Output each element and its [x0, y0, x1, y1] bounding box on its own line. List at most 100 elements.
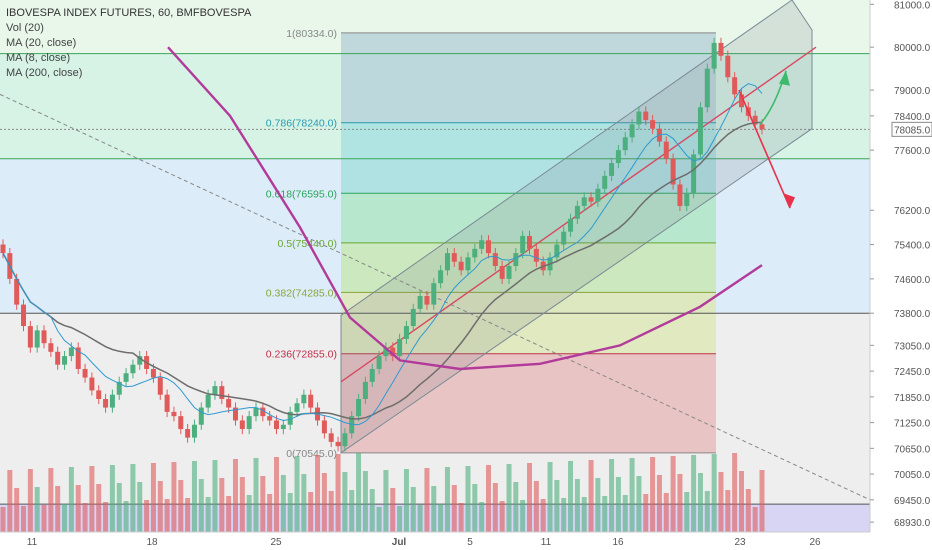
volume-bar-61 [417, 505, 423, 532]
candle-body-43 [294, 403, 300, 412]
volume-bar-93 [636, 476, 642, 532]
volume-bar-110 [752, 507, 758, 532]
fib-zone-1 [341, 122, 716, 194]
candle-body-97 [663, 141, 669, 159]
volume-bar-14 [96, 484, 102, 532]
candle-body-40 [274, 420, 280, 430]
volume-bar-49 [335, 454, 341, 532]
candle-body-9 [62, 356, 68, 365]
volume-bar-56 [383, 470, 389, 532]
candle-body-47 [321, 420, 327, 434]
candle-body-50 [342, 433, 348, 447]
candle-body-84 [574, 205, 580, 219]
indicator-ma8[interactable]: MA (8, close) [6, 52, 71, 64]
volume-bar-46 [315, 455, 321, 532]
candle-body-5 [34, 330, 40, 348]
volume-bar-68 [465, 466, 471, 532]
volume-bar-92 [629, 458, 635, 532]
candle-body-8 [55, 351, 61, 365]
candle-body-105 [718, 42, 724, 56]
price-tick-label-10: 72450.0 [894, 367, 931, 378]
candle-body-106 [725, 55, 731, 78]
candle-body-14 [96, 390, 102, 399]
candle-body-69 [472, 248, 478, 258]
price-tick-label-3: 78400.0 [894, 112, 931, 123]
volume-bar-33 [226, 496, 232, 532]
volume-bar-82 [561, 498, 567, 532]
volume-bar-74 [506, 464, 512, 532]
price-tick-label-12: 71250.0 [894, 419, 931, 430]
volume-bar-81 [554, 480, 560, 532]
fib-zone-4 [341, 292, 716, 354]
volume-bar-10 [68, 467, 74, 532]
candle-body-107 [732, 77, 738, 95]
candle-body-75 [513, 253, 519, 266]
candle-body-102 [697, 107, 703, 155]
volume-bar-34 [232, 459, 238, 532]
volume-bar-39 [267, 494, 273, 532]
volume-bar-20 [137, 482, 143, 532]
volume-bar-94 [643, 494, 649, 532]
candle-body-38 [260, 407, 266, 417]
volume-bar-23 [157, 481, 163, 532]
candle-body-91 [622, 137, 628, 151]
candle-body-67 [458, 261, 464, 271]
ma20-line [2, 121, 763, 420]
candle-body-28 [191, 424, 197, 438]
volume-bar-47 [321, 473, 327, 532]
candle-body-66 [451, 253, 457, 262]
volume-bar-16 [109, 465, 115, 532]
price-tick-label-4: 77600.0 [894, 146, 931, 157]
volume-bar-100 [684, 492, 690, 532]
volume-bar-42 [287, 493, 293, 532]
candle-body-4 [27, 326, 33, 348]
ma200-line [167, 46, 763, 371]
candle-body-76 [520, 235, 526, 254]
candle-body-15 [103, 399, 109, 408]
indicator-ma200[interactable]: MA (200, close) [6, 67, 83, 79]
candle-body-86 [588, 197, 594, 202]
volume-bar-1 [7, 470, 13, 532]
candle-body-37 [253, 407, 259, 417]
time-tick-8: 26 [809, 537, 821, 548]
candle-body-24 [164, 394, 170, 412]
candle-body-65 [444, 253, 450, 271]
candle-body-90 [615, 150, 621, 164]
candle-body-95 [650, 120, 656, 129]
candle-body-22 [150, 368, 156, 378]
volume-bar-48 [328, 491, 334, 532]
candle-body-0 [0, 244, 6, 254]
candle-body-16 [109, 394, 115, 408]
price-tick-label-1: 80000.0 [894, 43, 931, 54]
indicator-ma20[interactable]: MA (20, close) [6, 37, 77, 49]
volume-bar-96 [656, 475, 662, 532]
volume-bar-73 [499, 501, 505, 532]
volume-bar-2 [14, 488, 20, 532]
candle-body-29 [198, 407, 204, 425]
candle-body-70 [479, 240, 485, 249]
volume-bar-63 [431, 486, 437, 532]
candle-body-94 [643, 111, 649, 121]
fib-zone-2 [341, 193, 716, 243]
time-tick-4: 5 [467, 537, 473, 548]
volume-bar-22 [150, 463, 156, 532]
time-tick-5: 11 [541, 537, 552, 548]
indicator-vol[interactable]: Vol (20) [6, 22, 44, 34]
candle-body-60 [410, 308, 416, 327]
price-tick-label-11: 71850.0 [894, 393, 931, 404]
candle-body-59 [403, 326, 409, 339]
candle-body-35 [239, 420, 245, 430]
candle-body-25 [171, 411, 177, 417]
candle-body-54 [369, 368, 375, 382]
current-price-label: 78085.0 [894, 125, 931, 136]
volume-bar-79 [540, 499, 546, 532]
volume-bar-31 [212, 460, 218, 532]
candle-body-12 [82, 368, 88, 378]
candle-body-98 [670, 158, 676, 185]
candle-body-62 [424, 296, 430, 305]
volume-bar-58 [397, 506, 403, 532]
ma8-line [2, 83, 763, 426]
volume-bar-36 [246, 495, 252, 532]
time-tick-6: 16 [612, 537, 624, 548]
